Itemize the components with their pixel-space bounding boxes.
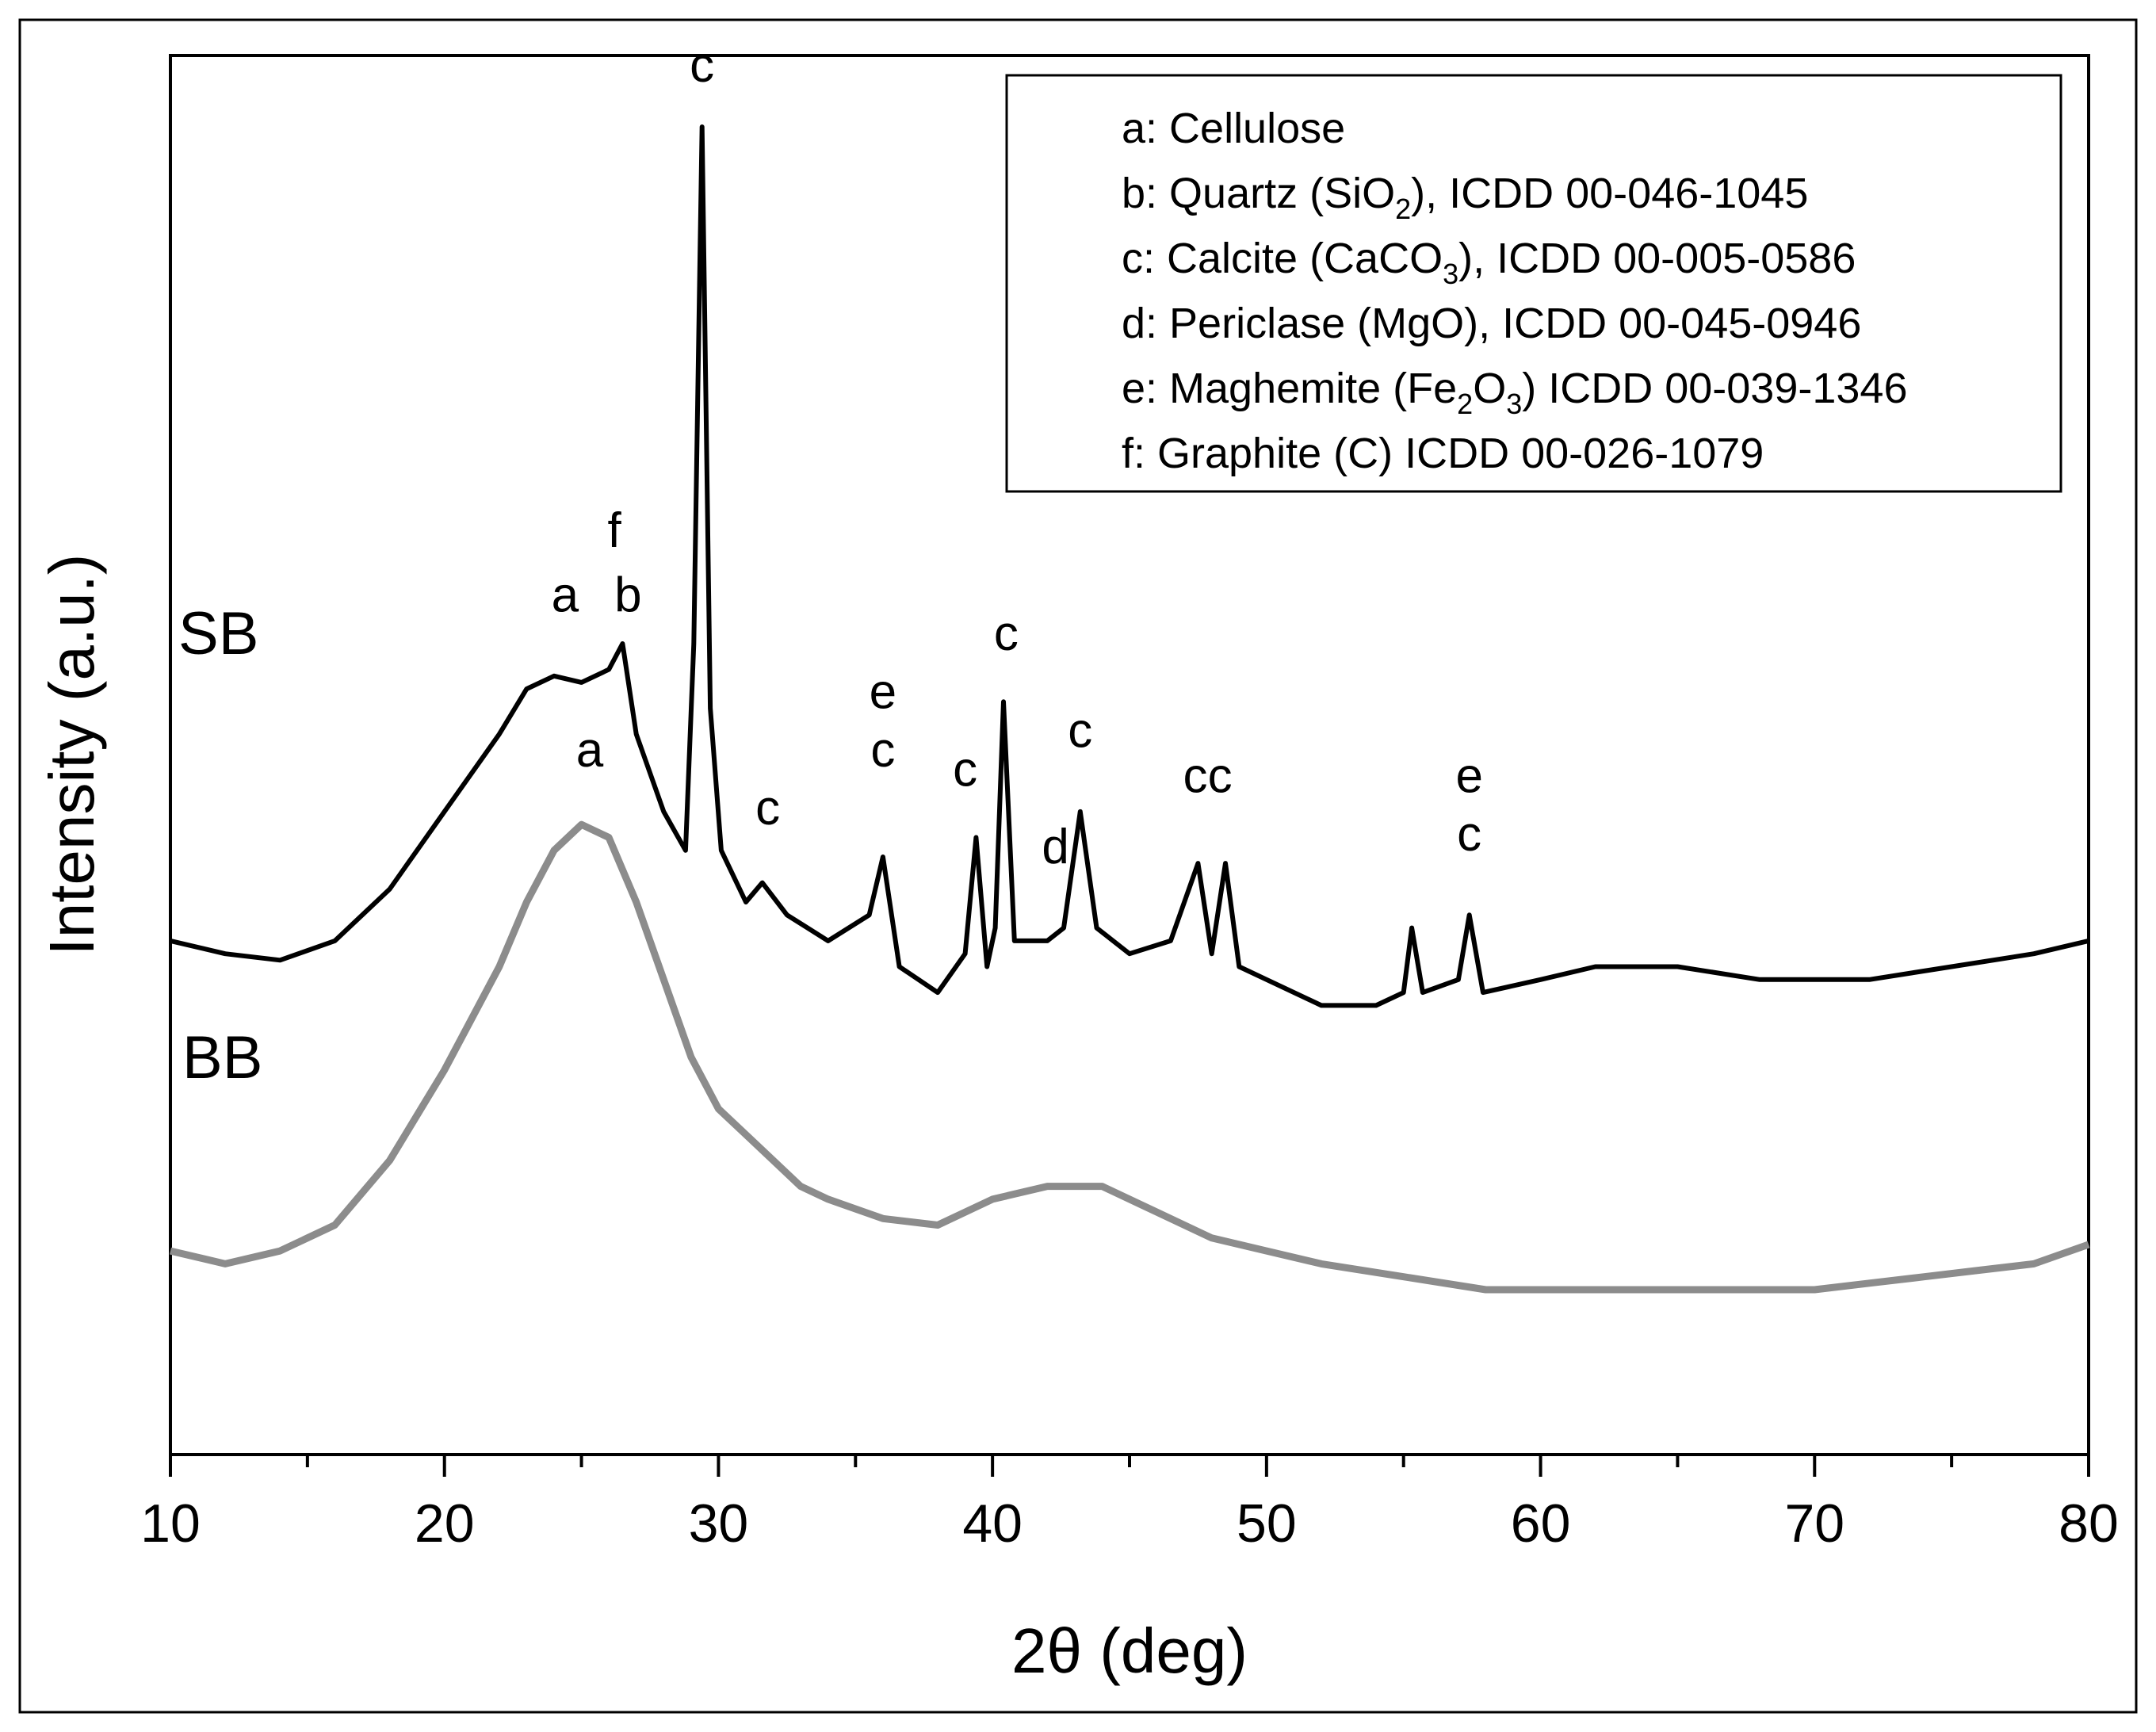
peak-label-c: c [1457,807,1481,862]
legend-entry: b: Quartz (SiO2), ICDD 00-046-1045 [1122,170,1808,225]
x-tick-label: 40 [962,1493,1023,1554]
peak-label-c: c [994,606,1019,661]
legend-entry: a: Cellulose [1122,105,1345,152]
peak-label-c: c [690,38,714,93]
series-line-sb [170,124,2089,1008]
legend-entry: e: Maghemite (Fe2O3) ICDD 00-039-1346 [1122,365,1908,420]
peak-label-a: a [576,723,604,778]
peak-label-b: b [614,568,641,622]
peak-label-c: c [953,742,977,797]
x-tick-label: 70 [1784,1493,1844,1554]
x-tick-label: 60 [1511,1493,1571,1554]
series-label-bb: BB [182,1024,262,1092]
x-axis-label: 2θ (deg) [1011,1615,1248,1686]
series-line-bb [169,820,2090,1294]
peak-label-c: c [755,781,780,835]
x-tick-label: 50 [1237,1493,1297,1554]
peak-label-a: a [552,568,579,622]
series-label-sb: SB [178,600,258,667]
legend: a: Cellulose b: Quartz (SiO2), ICDD 00-04… [1005,74,2062,493]
peak-label-e: e [870,665,896,720]
series-group [169,124,2090,1294]
peak-label-d: d [1042,820,1068,874]
x-tick-label: 20 [415,1493,475,1554]
y-axis-label: Intensity (a.u.) [36,554,107,956]
legend-entry: f: Graphite (C) ICDD 00-026-1079 [1122,430,1764,477]
peak-label-c: c [1208,748,1233,803]
x-tick-label: 30 [689,1493,749,1554]
x-tick-label: 80 [2059,1493,2119,1554]
peak-label-c: c [870,723,895,778]
peak-label-f: f [607,503,621,558]
peak-label-c: c [1068,703,1092,758]
peak-label-e: e [1455,748,1482,803]
peak-label-c: c [1183,748,1207,803]
legend-box [1005,74,2062,493]
x-axis: 10 20 30 40 50 60 70 80 [140,1455,2119,1554]
legend-entries: a: Cellulose b: Quartz (SiO2), ICDD 00-04… [1122,105,1908,477]
x-tick-label: 10 [140,1493,201,1554]
legend-entry: c: Calcite (CaCO3), ICDD 00-005-0586 [1122,235,1856,290]
legend-entry: d: Periclase (MgO), ICDD 00-045-0946 [1122,300,1861,347]
